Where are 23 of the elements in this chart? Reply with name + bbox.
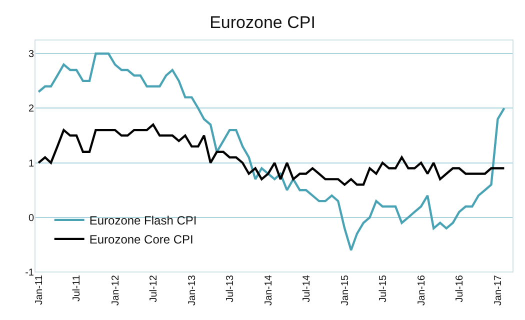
y-tick-label: 2 [28, 104, 34, 115]
x-tick-label: Jul-16 [454, 274, 466, 302]
x-tick-label: Jul-12 [148, 274, 160, 302]
x-tick-label: Jul-13 [224, 274, 236, 302]
x-tick-label: Jul-14 [301, 274, 312, 302]
y-tick-label: -1 [25, 268, 34, 278]
line-series [37, 124, 506, 186]
x-tick-label: Jan-17 [492, 274, 504, 306]
x-tick-label: Jul-15 [378, 274, 389, 302]
y-tick-label: 0 [28, 212, 34, 224]
x-tick-label: Jan-11 [34, 274, 45, 305]
line-series [37, 52, 506, 252]
chart-title: Eurozone CPI [210, 12, 316, 32]
legend-label: Eurozone Core CPI [89, 232, 194, 247]
x-tick-label: Jul-11 [72, 274, 83, 302]
x-tick-label: Jan-15 [340, 274, 351, 306]
y-tick-label: 3 [28, 49, 34, 60]
legend-label: Eurozone Flash CPI [89, 214, 197, 228]
y-tick-label: 1 [28, 158, 34, 170]
x-tick-label: Jan-14 [263, 274, 274, 306]
x-tick-label: Jan-12 [110, 274, 122, 306]
x-tick-label: Jan-16 [416, 274, 428, 306]
x-tick-label: Jan-13 [186, 274, 198, 306]
